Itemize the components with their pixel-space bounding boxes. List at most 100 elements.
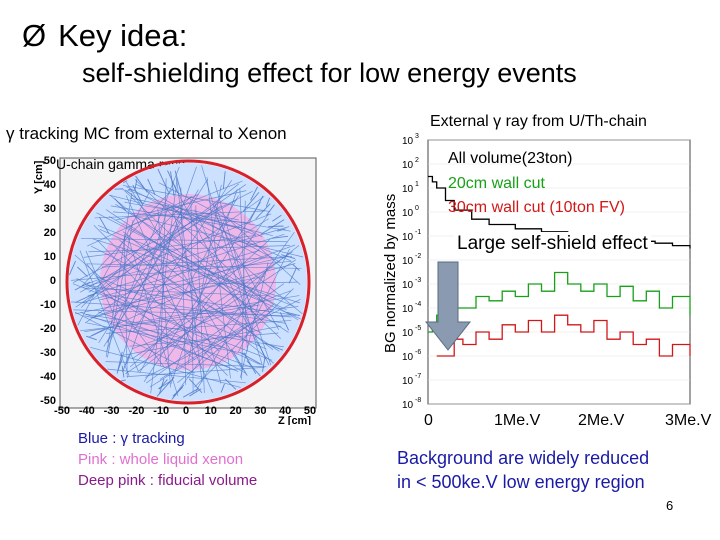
gamma-track (171, 384, 185, 400)
y-tick-label: 10 (44, 251, 56, 263)
y-tick-exponent: 0 (415, 205, 419, 212)
y-tick-label: -20 (40, 323, 56, 335)
gamma-track (74, 281, 91, 291)
x-tick-label: 3Me.V (665, 412, 712, 429)
conclusion-line-2: in < 500ke.V low energy region (397, 472, 645, 492)
gamma-track (135, 183, 281, 263)
gamma-track (147, 178, 156, 195)
gamma-track (105, 361, 267, 368)
gamma-track (246, 360, 261, 377)
gamma-track (99, 216, 110, 234)
gamma-track (119, 239, 274, 364)
y-tick-label: 0 (50, 275, 56, 287)
gamma-track (170, 171, 175, 196)
x-tick-label: -10 (153, 405, 169, 417)
legend-gamma-tracking: Blue : γ tracking (78, 430, 185, 447)
y-tick-label: 10 (402, 376, 414, 387)
gamma-track (126, 186, 264, 259)
gamma-track (277, 228, 286, 232)
x-tick-label: 30 (254, 405, 266, 417)
gamma-track (125, 195, 213, 393)
y-tick-label: 10 (402, 160, 414, 171)
x-tick-label: 50 (304, 405, 316, 417)
plot-title: U-chain gamma rays (56, 156, 185, 172)
gamma-track (84, 315, 226, 349)
gamma-track (264, 342, 284, 351)
legend-all-volume: All volume(23ton) (448, 150, 573, 167)
gamma-track (286, 311, 300, 317)
y-tick-exponent: -4 (415, 301, 421, 308)
series-line-30cm-cut (436, 314, 691, 357)
y-tick-label: -40 (40, 371, 56, 383)
gamma-track (188, 378, 203, 394)
y-tick-exponent: -3 (415, 277, 421, 284)
gamma-track (281, 254, 296, 259)
gamma-track (117, 360, 123, 372)
gamma-track (159, 321, 249, 380)
gamma-track (83, 234, 257, 258)
gamma-track (71, 301, 292, 318)
gamma-track (134, 179, 272, 311)
gamma-track (250, 186, 258, 201)
gamma-track (79, 250, 130, 377)
arrow-bullet-icon: Ø (22, 18, 47, 53)
gamma-track (137, 216, 304, 258)
x-tick-label: -40 (79, 405, 95, 417)
x-tick-label: 1Me.V (494, 412, 541, 429)
gamma-track (93, 224, 220, 352)
gamma-track (195, 265, 270, 392)
y-tick-label: 10 (402, 256, 414, 267)
y-tick-exponent: -6 (415, 349, 421, 356)
conclusion-line-1: Background are widely reduced (397, 448, 650, 468)
gamma-track (76, 278, 246, 374)
gamma-track (255, 203, 271, 220)
y-tick-label: 10 (402, 328, 414, 339)
gamma-track (157, 168, 170, 193)
gamma-track (121, 325, 281, 356)
gamma-track (129, 332, 279, 347)
gamma-track (125, 189, 143, 204)
y-tick-label: 10 (402, 304, 414, 315)
gamma-tracks (68, 165, 304, 400)
gamma-track (182, 388, 199, 398)
right-y-axis-label: BG normalized by mass (382, 193, 399, 353)
gamma-track (98, 311, 252, 368)
gamma-track (84, 304, 260, 333)
gamma-track (243, 192, 260, 212)
gamma-track (85, 335, 97, 341)
gamma-track (292, 264, 300, 271)
gamma-track (266, 204, 275, 216)
y-tick-label: 10 (402, 208, 414, 219)
x-tick-label: 2Me.V (578, 412, 625, 429)
y-tick-exponent: -5 (415, 325, 421, 332)
gamma-track (94, 210, 266, 219)
y-tick-label: 10 (402, 232, 414, 243)
gamma-track (170, 188, 238, 385)
x-tick-label: 0 (183, 405, 189, 417)
y-tick-label: 10 (402, 184, 414, 195)
gamma-track (88, 184, 247, 293)
gamma-track (165, 205, 292, 262)
gamma-track (208, 201, 301, 285)
gamma-track (220, 383, 225, 393)
x-tick-label: 20 (229, 405, 241, 417)
y-tick-label: -30 (40, 347, 56, 359)
legend-20cm-cut: 20cm wall cut (448, 175, 545, 192)
x-tick-label: -50 (54, 405, 70, 417)
gamma-track (71, 260, 292, 281)
gamma-track (265, 197, 271, 207)
gamma-track (130, 197, 239, 221)
down-arrow-shape (424, 261, 472, 351)
y-tick-exponent: -8 (415, 397, 421, 404)
gamma-track (81, 213, 272, 287)
y-axis-label: Y [cm] (33, 160, 45, 194)
y-tick-label: 10 (402, 352, 414, 363)
gamma-track (279, 312, 290, 331)
gamma-track (241, 200, 246, 380)
y-tick-exponent: -2 (415, 253, 421, 260)
legend-fiducial-volume: Deep pink : fiducial volume (78, 472, 258, 489)
gamma-track (260, 219, 285, 235)
gamma-track (80, 311, 229, 368)
gamma-track (187, 184, 222, 364)
